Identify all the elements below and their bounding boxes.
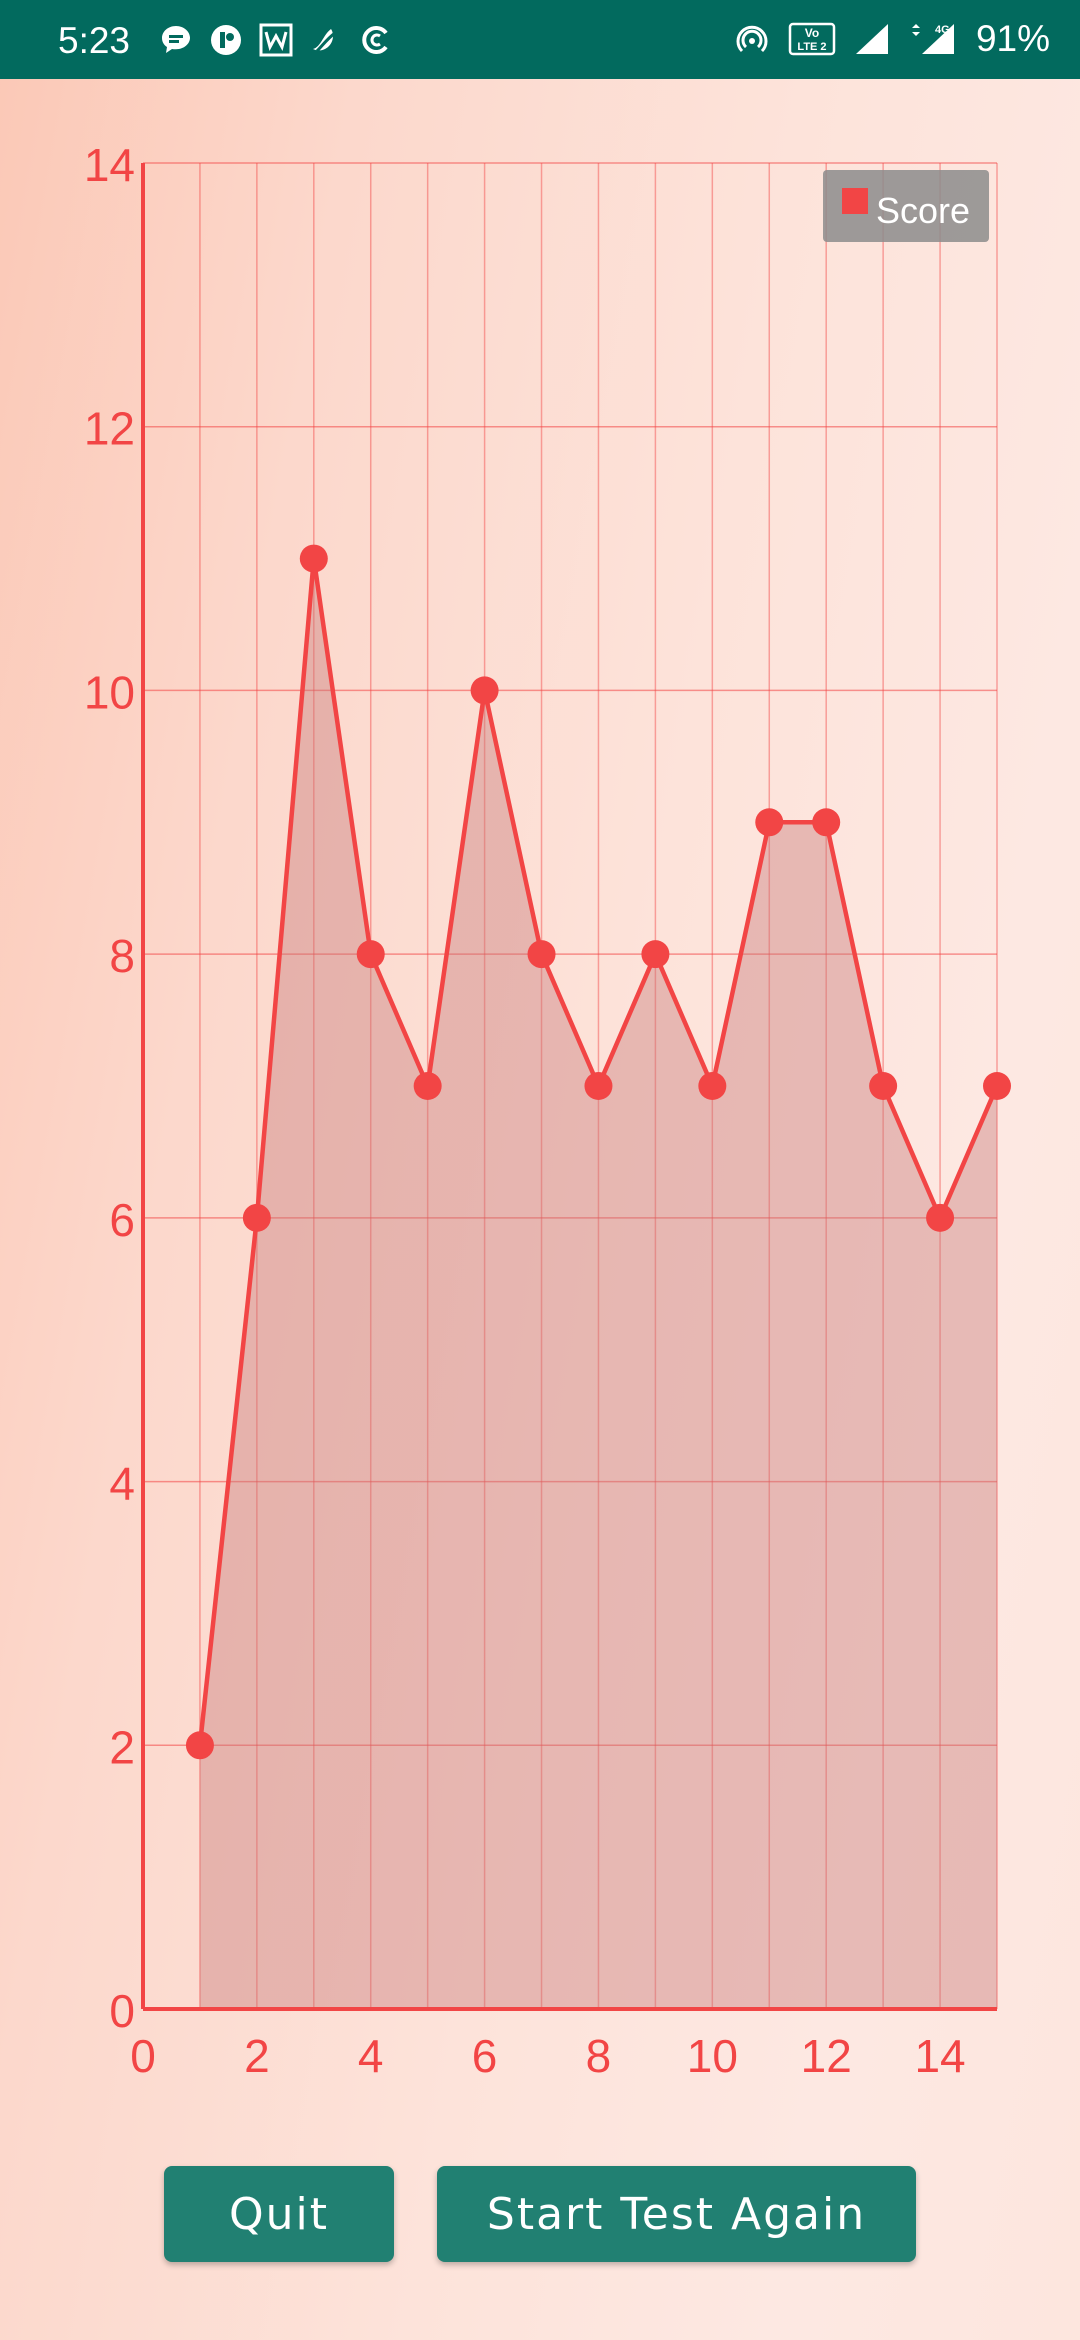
status-right: Vo LTE 2 4G 91% bbox=[734, 18, 1050, 60]
score-chart-svg: 0 2 4 6 8 10 12 14 0 2 4 6 8 10 12 14 Score bbox=[84, 139, 1011, 2082]
data-point-11 bbox=[755, 808, 784, 837]
signal-icon bbox=[854, 21, 890, 57]
start-test-again-button[interactable]: Start Test Again bbox=[437, 2166, 916, 2262]
circle-app-icon bbox=[208, 22, 244, 58]
y-tick-label-10: 10 bbox=[84, 666, 135, 718]
x-tick-label-10: 10 bbox=[687, 2030, 738, 2082]
data-point-3 bbox=[299, 544, 328, 573]
chart-points bbox=[185, 544, 1011, 1760]
x-tick-label-6: 6 bbox=[472, 2030, 498, 2082]
score-chart: 0 2 4 6 8 10 12 14 0 2 4 6 8 10 12 14 Score bbox=[0, 79, 1080, 2139]
y-tick-label-0: 0 bbox=[109, 1985, 135, 2037]
leaf-app-icon bbox=[308, 22, 344, 58]
hotspot-icon bbox=[734, 21, 770, 57]
x-tick-label-14: 14 bbox=[914, 2030, 965, 2082]
data-point-7 bbox=[527, 940, 556, 969]
data-point-1 bbox=[185, 1731, 214, 1760]
data-point-5 bbox=[413, 1072, 442, 1100]
data-point-12 bbox=[812, 808, 841, 837]
y-tick-label-2: 2 bbox=[109, 1721, 135, 1773]
x-tick-label-4: 4 bbox=[358, 2030, 384, 2082]
x-tick-label-2: 2 bbox=[244, 2030, 270, 2082]
signal-4g-icon: 4G bbox=[908, 22, 958, 56]
y-tick-label-14: 14 bbox=[84, 139, 135, 191]
chart-area-fill bbox=[199, 558, 997, 2009]
chat-icon bbox=[158, 22, 194, 58]
data-point-10 bbox=[698, 1072, 727, 1100]
x-tick-label-12: 12 bbox=[801, 2030, 852, 2082]
data-point-8 bbox=[584, 1072, 613, 1100]
y-tick-label-6: 6 bbox=[109, 1194, 135, 1246]
status-time: 5:23 bbox=[58, 20, 131, 61]
y-tick-label-8: 8 bbox=[109, 930, 135, 982]
chart-legend: Score bbox=[823, 170, 989, 242]
data-point-15 bbox=[983, 1072, 1011, 1100]
data-point-14 bbox=[926, 1203, 955, 1232]
data-point-13 bbox=[869, 1072, 898, 1100]
c-app-icon bbox=[358, 22, 394, 58]
x-tick-label-8: 8 bbox=[586, 2030, 612, 2082]
w-app-icon bbox=[258, 22, 294, 58]
data-point-4 bbox=[356, 940, 385, 969]
y-tick-label-12: 12 bbox=[84, 403, 135, 455]
chart-tick-labels: 0 2 4 6 8 10 12 14 0 2 4 6 8 10 12 14 bbox=[84, 139, 966, 2082]
data-point-6 bbox=[470, 676, 499, 705]
x-tick-label-0: 0 bbox=[130, 2030, 156, 2082]
battery-percent: 91% bbox=[975, 18, 1050, 59]
svg-text:Vo: Vo bbox=[805, 26, 819, 40]
legend-label: Score bbox=[876, 190, 970, 231]
svg-text:4G: 4G bbox=[935, 24, 950, 36]
data-point-2 bbox=[242, 1203, 271, 1232]
legend-swatch bbox=[842, 188, 868, 214]
data-point-9 bbox=[641, 940, 670, 969]
svg-text:LTE 2: LTE 2 bbox=[797, 41, 826, 53]
volte-icon: Vo LTE 2 bbox=[788, 22, 836, 56]
y-tick-label-4: 4 bbox=[109, 1458, 135, 1510]
chart-axes bbox=[141, 163, 997, 2011]
notification-icons bbox=[158, 22, 394, 58]
status-bar: 5:23 Vo LTE 2 4G 91% bbox=[0, 0, 1080, 79]
score-area bbox=[199, 558, 997, 2009]
quit-button[interactable]: Quit bbox=[164, 2166, 394, 2262]
